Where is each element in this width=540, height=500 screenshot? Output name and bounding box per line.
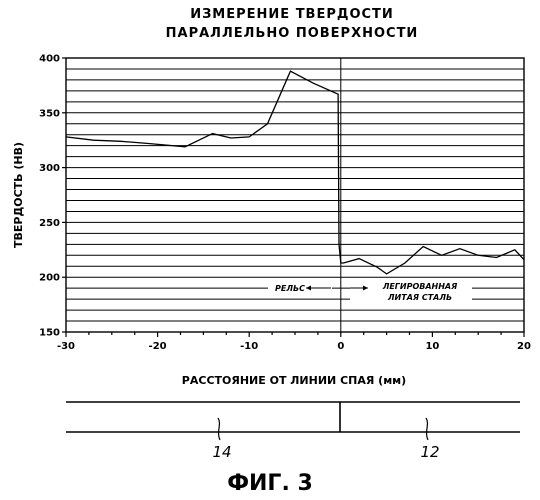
x-tick-label-20: 20 xyxy=(517,341,531,352)
chart-title-line-1: ИЗМЕРЕНИЕ ТВЕРДОСТИ xyxy=(190,7,394,22)
x-tick-label--30: -30 xyxy=(57,341,75,352)
chart-title-line-2: ПАРАЛЛЕЛЬНО ПОВЕРХНОСТИ xyxy=(166,26,419,41)
x-tick-label-0: 0 xyxy=(337,341,344,352)
y-axis-label: ТВЕРДОСТЬ (НВ) xyxy=(12,142,25,248)
y-tick-label-350: 350 xyxy=(39,108,60,119)
annotation-rail: РЕЛЬС xyxy=(275,284,305,293)
weld-schematic: 14 12 xyxy=(66,402,520,461)
y-tick-label-400: 400 xyxy=(39,54,60,65)
x-tick-label-10: 10 xyxy=(425,341,439,352)
axis-ticks: 150 200 250 300 350 400 -30 -20 -10 0 10 20 xyxy=(39,54,531,353)
x-tick-label--20: -20 xyxy=(149,341,167,352)
ref-12-leader xyxy=(426,418,428,440)
annotation-steel-line-2: ЛИТАЯ СТАЛЬ xyxy=(387,293,452,302)
x-tick-label--10: -10 xyxy=(240,341,258,352)
ref-14-leader xyxy=(218,418,220,440)
ref-label-14: 14 xyxy=(212,443,231,461)
y-tick-label-250: 250 xyxy=(39,218,60,229)
annotation-steel-line-1: ЛЕГИРОВАННАЯ xyxy=(382,282,458,291)
y-tick-label-150: 150 xyxy=(39,328,60,339)
figure-caption: ФИГ. 3 xyxy=(227,471,313,496)
ref-label-12: 12 xyxy=(420,443,439,461)
y-tick-label-200: 200 xyxy=(39,273,60,284)
y-tick-label-300: 300 xyxy=(39,163,60,174)
x-axis-label: РАССТОЯНИЕ ОТ ЛИНИИ СПАЯ (мм) xyxy=(182,374,406,387)
